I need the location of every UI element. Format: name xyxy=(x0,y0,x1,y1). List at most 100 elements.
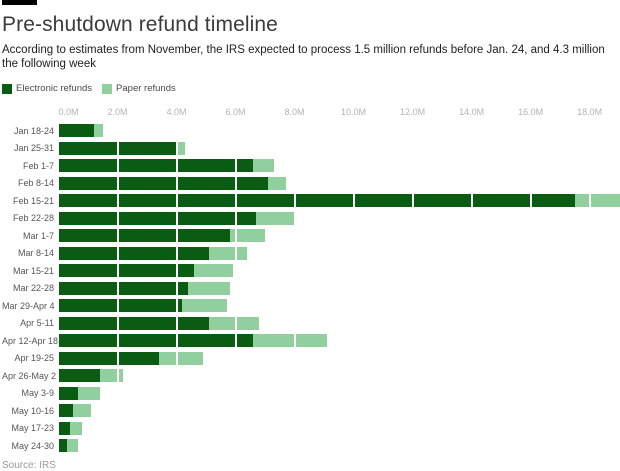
legend-item-electronic-refunds: Electronic refunds xyxy=(2,83,92,94)
x-axis-tick-label: 14.0M xyxy=(459,107,484,117)
bar-row: Feb 22-28 xyxy=(2,210,620,228)
bar-rows: Jan 18-24 Jan 25-31 Feb 1-7 Feb 8-14 Feb 15-… xyxy=(2,122,620,455)
bar-segment-paper xyxy=(575,194,620,207)
x-axis-tick-label: 16.0M xyxy=(518,107,543,117)
row-label: Feb 1-7 xyxy=(2,161,59,171)
bar-segment-electronic xyxy=(59,282,189,295)
bar-track xyxy=(59,404,620,417)
bar-segment-electronic xyxy=(59,299,183,312)
bar-track xyxy=(59,369,620,382)
bar-track xyxy=(59,177,620,190)
row-label: Apr 26-May 2 xyxy=(2,371,59,381)
legend-label-electronic: Electronic refunds xyxy=(16,83,92,94)
bar-segment-electronic xyxy=(59,422,71,435)
bar-row: May 24-30 xyxy=(2,437,620,455)
bar-track xyxy=(59,264,620,277)
bar-row: Mar 29-Apr 4 xyxy=(2,297,620,315)
bar-track xyxy=(59,247,620,260)
bar-track xyxy=(59,334,620,347)
row-label: Mar 1-7 xyxy=(2,231,59,241)
row-label: Mar 22-28 xyxy=(2,283,59,293)
bar-segment-paper xyxy=(159,352,203,365)
legend-label-paper: Paper refunds xyxy=(116,83,176,94)
x-axis: 0.0M 2.0M 4.0M 6.0M 8.0M 10.0M 12.0M 14.0M 16.0M… xyxy=(59,107,620,118)
x-axis-tick-label: 2.0M xyxy=(107,107,127,117)
bar-segment-electronic xyxy=(59,352,159,365)
row-label: Mar 8-14 xyxy=(2,248,59,258)
row-label: Jan 18-24 xyxy=(2,126,59,136)
bar-row: Apr 12-Apr 18 xyxy=(2,332,620,350)
bar-segment-paper xyxy=(73,404,91,417)
bar-row: Jan 18-24 xyxy=(2,122,620,140)
bar-segment-electronic xyxy=(59,177,268,190)
row-label: Feb 15-21 xyxy=(2,196,59,206)
x-axis-tick-label: 4.0M xyxy=(167,107,187,117)
row-label: May 10-16 xyxy=(2,406,59,416)
bar-segment-paper xyxy=(94,124,103,137)
bar-segment-paper xyxy=(182,299,226,312)
bar-segment-paper xyxy=(70,422,82,435)
legend: Electronic refunds Paper refunds xyxy=(2,83,620,94)
bar-track xyxy=(59,194,620,207)
bar-row: Feb 8-14 xyxy=(2,175,620,193)
bar-segment-paper xyxy=(209,247,247,260)
bar-segment-paper xyxy=(253,159,274,172)
bar-row: Feb 15-21 xyxy=(2,192,620,210)
bar-track xyxy=(59,352,620,365)
bar-segment-electronic xyxy=(59,439,68,452)
bar-row: Mar 1-7 xyxy=(2,227,620,245)
chart-title: Pre-shutdown refund timeline xyxy=(2,13,620,37)
bar-track xyxy=(59,282,620,295)
bar-track xyxy=(59,317,620,330)
bar-segment-paper xyxy=(177,142,186,155)
row-label: Apr 5-11 xyxy=(2,318,59,328)
source-attribution: Source: IRS xyxy=(2,460,620,471)
x-axis-tick-label: 6.0M xyxy=(226,107,246,117)
bar-segment-paper xyxy=(78,387,100,400)
bar-row: Apr 26-May 2 xyxy=(2,367,620,385)
bar-track xyxy=(59,299,620,312)
bar-segment-electronic xyxy=(59,212,257,225)
bar-segment-electronic xyxy=(59,264,195,277)
bar-track xyxy=(59,422,620,435)
bar-segment-paper xyxy=(268,177,286,190)
row-label: Mar 15-21 xyxy=(2,266,59,276)
bar-segment-paper xyxy=(209,317,259,330)
x-axis-tick-label: 12.0M xyxy=(400,107,425,117)
bar-segment-electronic xyxy=(59,369,100,382)
bar-segment-electronic xyxy=(59,334,254,347)
row-label: May 17-23 xyxy=(2,423,59,433)
bar-segment-paper xyxy=(100,369,124,382)
bar-track xyxy=(59,159,620,172)
row-label: Feb 22-28 xyxy=(2,213,59,223)
bar-segment-electronic xyxy=(59,247,209,260)
legend-swatch-paper-icon xyxy=(102,84,112,94)
bar-segment-electronic xyxy=(59,387,78,400)
row-label: Apr 19-25 xyxy=(2,353,59,363)
bar-row: Feb 1-7 xyxy=(2,157,620,175)
bar-row: Mar 22-28 xyxy=(2,280,620,298)
bar-segment-paper xyxy=(188,282,229,295)
x-axis-tick-label: 10.0M xyxy=(341,107,366,117)
bar-segment-electronic xyxy=(59,142,177,155)
bar-row: May 17-23 xyxy=(2,420,620,438)
x-axis-tick-label: 0.0M xyxy=(59,107,79,117)
bar-row: Jan 25-31 xyxy=(2,140,620,158)
row-label: May 24-30 xyxy=(2,441,59,451)
bar-track xyxy=(59,142,620,155)
bar-row: Mar 15-21 xyxy=(2,262,620,280)
bar-row: May 10-16 xyxy=(2,402,620,420)
bar-row: May 3-9 xyxy=(2,385,620,403)
bar-segment-paper xyxy=(253,334,327,347)
legend-item-paper-refunds: Paper refunds xyxy=(102,83,176,94)
row-label: Apr 12-Apr 18 xyxy=(2,336,59,346)
row-label: Mar 29-Apr 4 xyxy=(2,301,59,311)
bar-segment-paper xyxy=(67,439,77,452)
bar-track xyxy=(59,387,620,400)
x-axis-tick-label: 8.0M xyxy=(285,107,305,117)
row-label: Feb 8-14 xyxy=(2,178,59,188)
bar-segment-paper xyxy=(256,212,294,225)
row-label: Jan 25-31 xyxy=(2,143,59,153)
bar-track xyxy=(59,229,620,242)
